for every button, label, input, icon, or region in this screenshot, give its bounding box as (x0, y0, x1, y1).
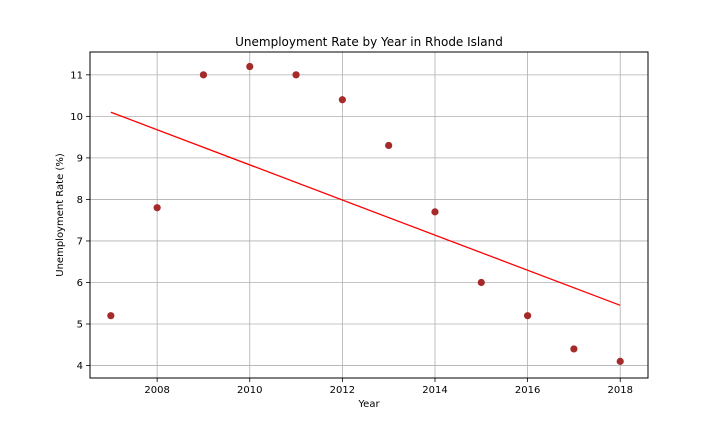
x-tick-label: 2010 (237, 385, 262, 396)
data-point (338, 96, 346, 104)
grid-lines (90, 52, 648, 378)
chart-title: Unemployment Rate by Year in Rhode Islan… (235, 35, 503, 49)
data-point (153, 204, 161, 212)
x-tick-label: 2014 (422, 385, 447, 396)
y-tick-label: 7 (77, 236, 83, 247)
x-tick-label: 2012 (330, 385, 355, 396)
y-tick-label: 5 (77, 320, 83, 331)
regression-line (110, 111, 621, 306)
data-point (616, 357, 624, 365)
data-point (107, 312, 115, 320)
y-tick-label: 10 (70, 112, 83, 123)
data-point (292, 71, 300, 79)
data-point (524, 312, 532, 320)
x-axis-ticks: 2008 2010 2012 2014 2016 2018 (144, 378, 633, 396)
y-tick-label: 4 (77, 361, 83, 372)
y-tick-label: 9 (77, 153, 83, 164)
x-tick-label: 2016 (515, 385, 540, 396)
data-point (570, 345, 578, 353)
data-point (246, 62, 254, 71)
x-tick-label: 2008 (144, 385, 169, 396)
y-tick-label: 11 (70, 70, 83, 81)
y-tick-label: 6 (77, 278, 83, 289)
y-tick-label: 8 (77, 195, 83, 206)
data-points (107, 62, 624, 365)
y-axis-label: Unemployment Rate (%) (55, 153, 66, 277)
x-tick-label: 2018 (607, 385, 632, 396)
plot-frame (89, 51, 649, 379)
data-point (199, 71, 208, 79)
regression-line-group (110, 111, 621, 306)
data-point (431, 208, 439, 216)
y-axis-ticks: 4 5 6 7 8 9 10 11 (70, 70, 90, 372)
data-point (385, 141, 393, 150)
data-point (477, 278, 485, 287)
x-axis-label: Year (357, 399, 380, 410)
